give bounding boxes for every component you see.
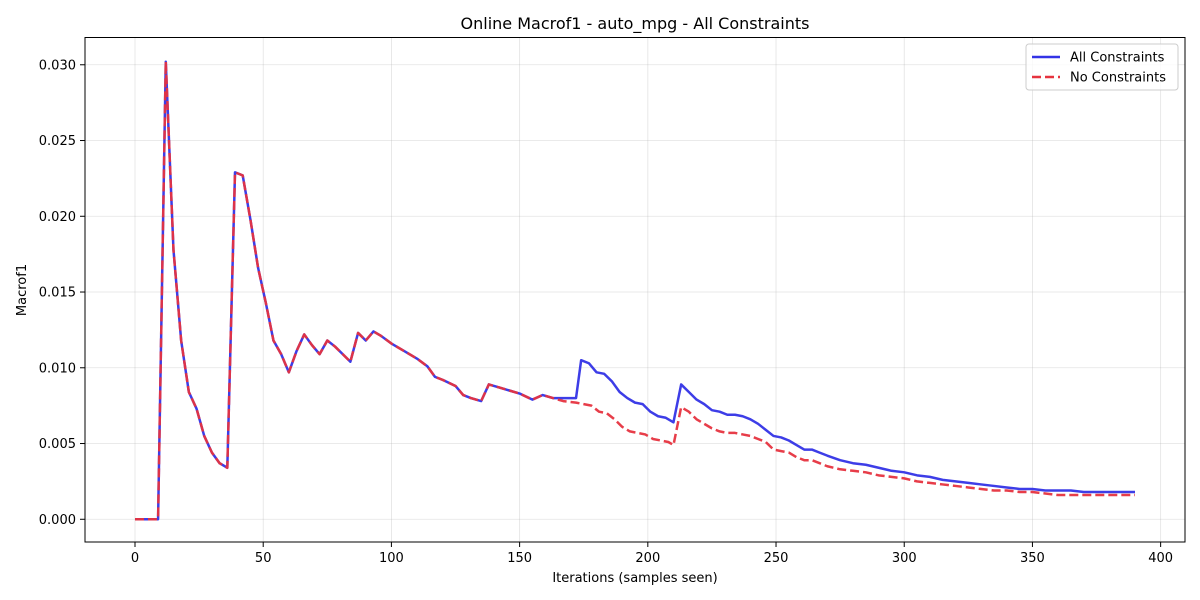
chart-title: Online Macrof1 - auto_mpg - All Constrai…	[461, 14, 810, 34]
series-line-no-constraints	[135, 60, 1135, 521]
plot-frame	[84, 37, 1186, 543]
x-tick-label: 100	[379, 551, 404, 566]
x-tick-label: 0	[131, 551, 139, 566]
x-tick-label: 150	[507, 551, 532, 566]
y-tick-label: 0.030	[39, 58, 76, 73]
y-tick-label: 0.020	[39, 210, 76, 225]
x-tick-label: 300	[892, 551, 917, 566]
x-tick-label: 350	[1020, 551, 1045, 566]
legend-box	[1025, 43, 1179, 91]
x-tick-label: 200	[635, 551, 660, 566]
y-tick-label: 0.015	[39, 286, 76, 301]
legend-label-all-constraints: All Constraints	[1070, 51, 1165, 66]
tick-layer: 0 50 100 150 200 250 300 350 400 0.000 0.005 0.010 0…	[39, 58, 1173, 566]
y-tick-label: 0.025	[39, 134, 76, 149]
x-tick-label: 400	[1148, 551, 1173, 566]
series-layer	[135, 60, 1135, 521]
y-axis-label: Macrof1	[15, 264, 30, 316]
x-axis-label: Iterations (samples seen)	[552, 571, 717, 586]
y-tick-label: 0.000	[39, 513, 76, 528]
grid-layer	[85, 37, 1185, 542]
y-tick-label: 0.010	[39, 361, 76, 376]
y-tick-label: 0.005	[39, 437, 76, 452]
x-tick-label: 50	[255, 551, 272, 566]
legend-label-no-constraints: No Constraints	[1070, 71, 1166, 86]
x-tick-label: 250	[764, 551, 789, 566]
legend: All Constraints No Constraints	[1025, 43, 1179, 91]
